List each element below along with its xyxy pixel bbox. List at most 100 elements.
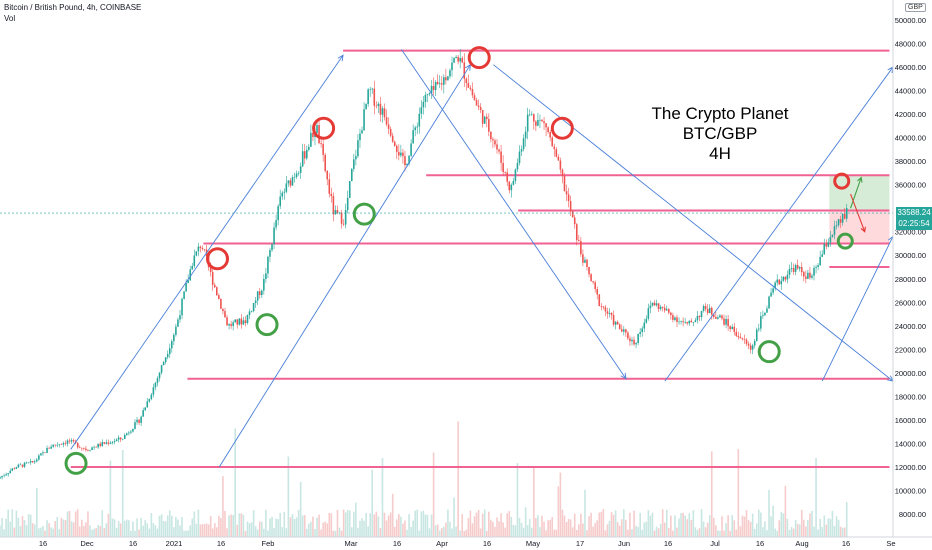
volume-bar (567, 518, 570, 537)
volume-bar (164, 521, 167, 537)
volume-bar (230, 514, 232, 537)
candle-body (713, 314, 715, 317)
candle-body (522, 138, 525, 150)
candle-body (148, 399, 151, 402)
candle-body (393, 141, 396, 146)
candle-body (518, 151, 521, 163)
chart-annotation: The Crypto Planet BTC/GBP 4H (630, 104, 810, 164)
volume-bar (226, 528, 228, 537)
volume-bar (845, 502, 848, 537)
candle-body (293, 176, 296, 178)
candle-body (647, 308, 650, 319)
candle-body (344, 210, 347, 225)
volume-bar (796, 523, 799, 537)
candle-body (305, 149, 308, 159)
candle-body (258, 291, 261, 296)
candle-body (414, 127, 416, 131)
currency-badge[interactable]: GBP (905, 3, 926, 12)
volume-bar (514, 525, 517, 537)
candle-body (670, 312, 672, 316)
candle-body (385, 117, 388, 125)
candle-body (324, 154, 326, 172)
candle-body (381, 108, 384, 115)
candle-body (780, 280, 783, 285)
candle-body (813, 267, 815, 276)
candle-body (218, 295, 220, 300)
candle-body (1, 475, 3, 478)
time-axis-tick-label: 16 (217, 539, 225, 548)
volume-bar (428, 528, 431, 537)
volume-bar (492, 521, 494, 537)
candle-body (410, 143, 412, 156)
volume-bar (757, 509, 760, 537)
candle-body (400, 152, 402, 156)
candle-body (455, 56, 457, 58)
volume-bar (494, 526, 496, 537)
candle-body (320, 143, 322, 145)
candle-body (412, 130, 414, 144)
candle-body (195, 251, 198, 256)
candle-body (107, 442, 110, 444)
candle-body (676, 317, 678, 322)
volume-bar (784, 485, 787, 537)
volume-bar (522, 527, 525, 537)
volume-bar (518, 517, 521, 537)
volume-bar (541, 515, 543, 537)
candle-body (786, 274, 789, 280)
candle-body (649, 305, 652, 309)
projection-arrow-up (850, 177, 862, 209)
candle-body (635, 343, 637, 345)
candle-body (811, 275, 813, 278)
volume-bar (33, 524, 36, 537)
volume-bar (350, 527, 353, 537)
volume-bar (653, 530, 656, 537)
volume-bar (123, 520, 126, 537)
volume-bar (316, 517, 318, 537)
volume-bar (770, 516, 772, 537)
volume-bar (530, 527, 533, 537)
volume-bar (819, 518, 821, 537)
candle-body (215, 287, 218, 296)
volume-bar (215, 527, 218, 537)
trend-arrow-line (664, 66, 894, 382)
green-support-circle (255, 313, 279, 337)
candle-body (618, 324, 621, 330)
candle-body (260, 290, 263, 296)
candle-body (240, 318, 243, 325)
candle-body (481, 109, 484, 124)
time-axis[interactable]: 16 Dec 16 2021 16 Feb Mar 16 Apr 16 May 17 Jun 16 Jul 1… (39, 539, 896, 548)
candle-body (267, 256, 269, 274)
candle-body (166, 354, 169, 358)
volume-bar (334, 530, 337, 537)
candle-body (275, 220, 277, 228)
candle-body (158, 372, 161, 379)
candle-body (686, 321, 689, 324)
candle-body (78, 447, 81, 448)
volume-bar (610, 512, 613, 537)
volume-bar (177, 519, 179, 537)
candle-body (76, 442, 79, 448)
price-axis[interactable]: 50000.00 48000.00 46000.00 44000.00 42000.00… (895, 16, 926, 519)
candle-body (723, 318, 725, 325)
candle-body (590, 274, 592, 282)
candle-body (138, 419, 140, 423)
candle-body (443, 77, 445, 85)
volume-bar (807, 520, 809, 537)
volume-bar (260, 521, 263, 537)
volume-bar (516, 463, 519, 537)
volume-bar (569, 519, 572, 537)
time-axis-tick-label: 16 (483, 539, 491, 548)
candle-body (248, 311, 251, 316)
candle-body (582, 254, 584, 263)
candle-body (346, 197, 349, 211)
volume-bar (555, 529, 558, 537)
candle-body (688, 320, 691, 324)
volume-bar (158, 515, 161, 537)
volume-bar (171, 515, 173, 537)
candle-body (105, 442, 108, 444)
volume-bar (371, 469, 374, 537)
volume-bar (723, 530, 725, 537)
volume-bar (436, 524, 439, 537)
candle-body (326, 171, 329, 180)
